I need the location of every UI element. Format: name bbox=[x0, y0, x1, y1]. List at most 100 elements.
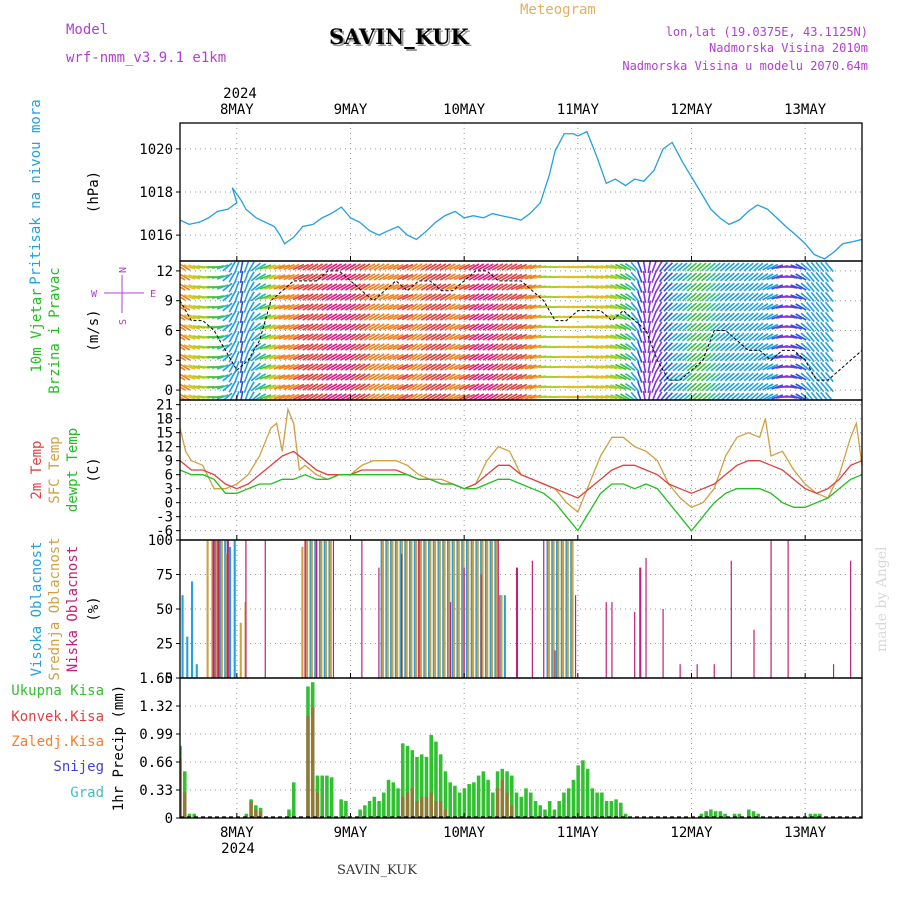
cloud-side-label: Visoka Oblacnost bbox=[29, 542, 45, 677]
wind-barb bbox=[701, 292, 712, 302]
cloud-high-bar bbox=[570, 540, 573, 678]
wind-barb bbox=[496, 273, 508, 281]
wind-barb bbox=[800, 372, 811, 382]
wind-barb bbox=[292, 323, 305, 331]
wind-barb bbox=[691, 302, 702, 312]
wind-barb bbox=[705, 302, 716, 312]
wind-barb bbox=[278, 334, 291, 340]
wind-barb bbox=[795, 323, 807, 331]
wind-barb bbox=[762, 303, 774, 311]
wind-barb bbox=[401, 263, 414, 271]
wind-barb bbox=[335, 393, 347, 400]
wind-barb bbox=[222, 382, 233, 392]
wind-barb bbox=[659, 281, 668, 293]
precip-total-bar bbox=[410, 750, 415, 818]
wind-barb bbox=[330, 293, 343, 301]
precip-total-bar bbox=[443, 771, 448, 818]
wind-barb bbox=[326, 303, 338, 311]
wind-barb bbox=[430, 273, 442, 281]
wind-barb bbox=[396, 273, 409, 281]
wind-barb bbox=[510, 383, 523, 391]
precip-total-bar bbox=[467, 784, 471, 818]
wind-barb bbox=[188, 264, 201, 270]
wind-barb bbox=[316, 383, 328, 391]
wind-barb bbox=[506, 303, 518, 311]
wind-barb bbox=[729, 352, 740, 362]
wind-barb bbox=[222, 262, 233, 272]
wind-barb bbox=[180, 263, 191, 271]
wind-barb bbox=[729, 312, 740, 322]
wind-barb bbox=[667, 312, 679, 322]
precip-legend-label: Snijeg bbox=[53, 759, 104, 775]
wind-barb bbox=[340, 303, 352, 311]
wind-barb bbox=[316, 323, 328, 331]
cloud-mid-bar bbox=[481, 540, 484, 678]
wind-barb bbox=[273, 334, 286, 340]
wind-barb bbox=[180, 333, 191, 341]
wind-barb bbox=[672, 382, 683, 392]
wind-barb bbox=[349, 333, 361, 341]
wind-barb bbox=[605, 364, 618, 370]
precip-total-bar bbox=[600, 792, 604, 818]
wind-barb bbox=[401, 303, 414, 311]
wind-barb bbox=[430, 313, 442, 321]
wind-barb bbox=[696, 342, 707, 352]
wind-barb bbox=[805, 381, 815, 393]
precip-total-bar bbox=[571, 779, 576, 818]
wind-barb bbox=[287, 343, 300, 351]
wind-barb bbox=[335, 273, 347, 281]
wind-barb bbox=[302, 383, 314, 391]
wind-barb bbox=[624, 342, 636, 352]
cloud-side-label: Niska Oblacnost bbox=[65, 546, 81, 672]
precip-total-bar bbox=[718, 811, 723, 818]
wind-barb bbox=[183, 324, 196, 330]
wind-barb bbox=[696, 352, 707, 362]
wind-barb bbox=[510, 283, 523, 291]
wind-barb bbox=[520, 304, 532, 310]
wind-barb bbox=[667, 362, 679, 372]
wind-barb bbox=[762, 263, 774, 271]
wind-barb bbox=[287, 303, 300, 311]
wind-barb bbox=[515, 283, 528, 291]
wind-barb bbox=[180, 396, 186, 400]
wind-barb bbox=[719, 332, 731, 342]
wind-barb bbox=[815, 391, 824, 400]
wind-barb bbox=[605, 314, 618, 320]
wind-barb bbox=[619, 283, 632, 291]
wind-barb bbox=[753, 262, 764, 272]
cloud-mid-bar bbox=[562, 540, 565, 678]
wind-barb bbox=[624, 262, 636, 272]
wind-barb bbox=[368, 353, 380, 361]
wind-barb bbox=[491, 283, 504, 291]
wind-barb bbox=[753, 322, 764, 332]
wind-barb bbox=[368, 303, 380, 311]
wind-barb bbox=[444, 283, 456, 291]
wind-barb bbox=[529, 294, 542, 300]
wind-barb bbox=[273, 314, 286, 320]
wind-barb bbox=[510, 323, 523, 331]
wind-barb bbox=[378, 283, 390, 291]
wind-barb bbox=[738, 302, 750, 312]
precip-total-bar bbox=[519, 796, 524, 818]
wind-barb bbox=[335, 313, 347, 321]
wind-barb bbox=[468, 303, 480, 311]
wind-barb bbox=[805, 391, 814, 400]
precip-conv-bar bbox=[419, 796, 424, 818]
wind-barb bbox=[487, 393, 499, 400]
wind-barb bbox=[463, 353, 475, 361]
wind-barb bbox=[520, 274, 532, 280]
svg-text:N: N bbox=[118, 267, 129, 273]
wind-barb bbox=[824, 391, 833, 400]
precip-ytick-label: 0.99 bbox=[139, 727, 173, 743]
top-date-label: 12MAY bbox=[670, 102, 713, 118]
wind-barb bbox=[724, 282, 735, 292]
wind-barb bbox=[373, 373, 385, 381]
wind-barb bbox=[748, 322, 759, 332]
temperature-ytick-label: 3 bbox=[165, 482, 173, 498]
wind-barb bbox=[501, 333, 513, 341]
wind-barb bbox=[691, 382, 702, 392]
wind-barb bbox=[734, 302, 745, 312]
wind-barb bbox=[610, 394, 622, 400]
wind-barb bbox=[468, 353, 480, 361]
wind-barb bbox=[529, 324, 542, 330]
